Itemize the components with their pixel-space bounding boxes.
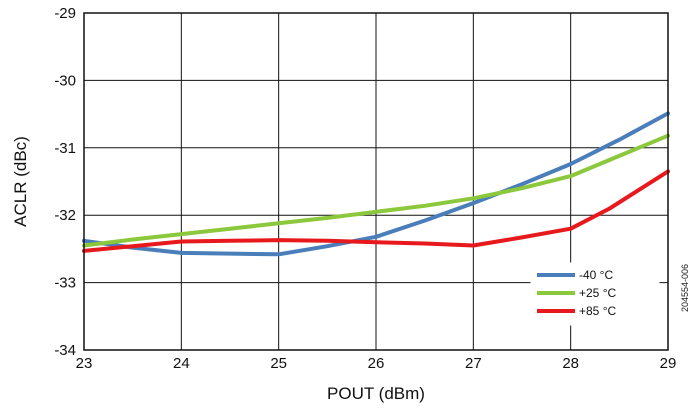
y-tick-label: -29 bbox=[54, 5, 76, 22]
x-tick-label: 27 bbox=[465, 355, 482, 372]
y-tick-label: -32 bbox=[54, 207, 76, 224]
legend-label-1: +25 °C bbox=[579, 286, 616, 300]
figure-id: 204554-006 bbox=[680, 264, 690, 312]
y-tick-label: -31 bbox=[54, 140, 76, 157]
x-tick-labels: 23 24 25 26 27 28 29 bbox=[76, 355, 677, 372]
y-tick-label: -33 bbox=[54, 275, 76, 292]
x-tick-label: 28 bbox=[562, 355, 579, 372]
y-tick-label: -34 bbox=[54, 342, 76, 359]
legend: -40 °C +25 °C +85 °C bbox=[530, 262, 660, 326]
series-line-0 bbox=[82, 111, 670, 257]
y-tick-label: -30 bbox=[54, 72, 76, 89]
x-axis-label: POUT (dBm) bbox=[327, 384, 425, 403]
series-line-2 bbox=[82, 169, 670, 253]
x-tick-label: 26 bbox=[368, 355, 385, 372]
plot-frame bbox=[83, 12, 669, 351]
y-tick-labels: -29 -30 -31 -32 -33 -34 bbox=[54, 5, 76, 359]
x-tick-label: 23 bbox=[76, 355, 93, 372]
x-tick-label: 24 bbox=[173, 355, 190, 372]
series-line-1 bbox=[82, 133, 670, 248]
y-axis-label: ACLR (dBc) bbox=[11, 136, 30, 227]
x-tick-label: 29 bbox=[660, 355, 677, 372]
x-tick-label: 25 bbox=[270, 355, 287, 372]
legend-label-2: +85 °C bbox=[579, 304, 616, 318]
legend-label-0: -40 °C bbox=[579, 268, 613, 282]
series-lines bbox=[82, 111, 670, 257]
